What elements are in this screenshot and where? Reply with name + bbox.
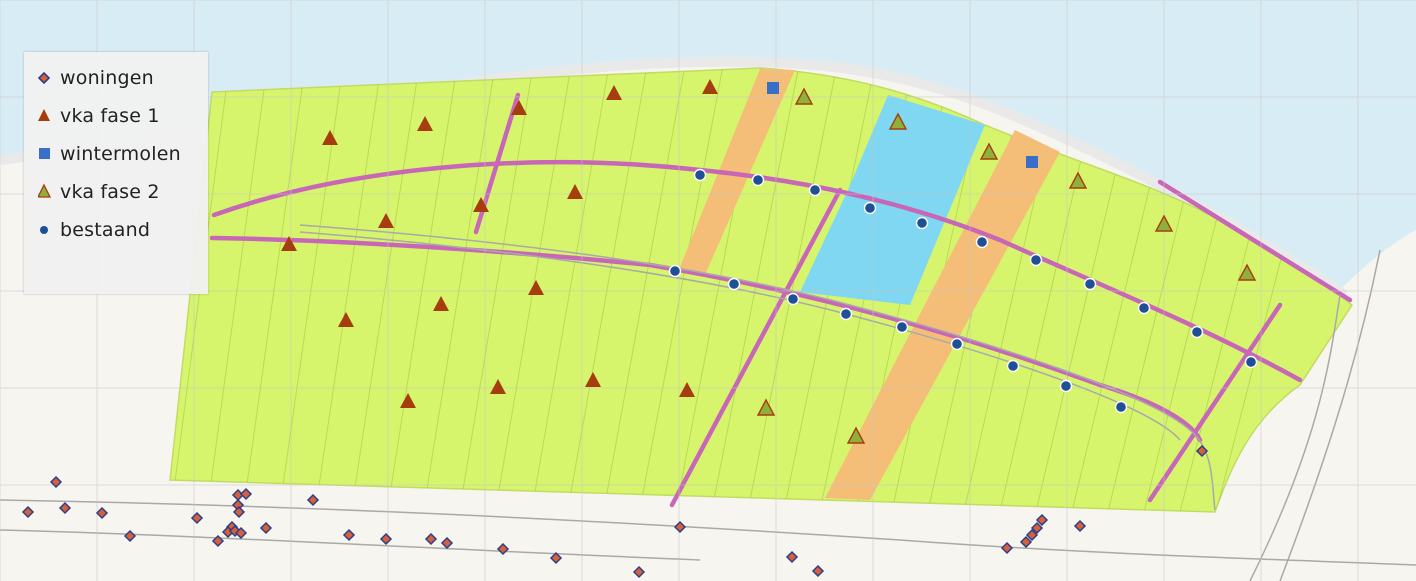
woning-marker[interactable] xyxy=(673,520,687,534)
bestaand-marker[interactable] xyxy=(1190,325,1204,339)
woning-marker[interactable] xyxy=(424,532,438,546)
vka-fase-2-marker[interactable] xyxy=(1154,214,1174,232)
bestaand-marker[interactable] xyxy=(863,201,877,215)
blue-zone xyxy=(800,95,985,305)
woning-marker[interactable] xyxy=(21,505,35,519)
bestaand-marker[interactable] xyxy=(895,320,909,334)
vka-fase-1-marker[interactable] xyxy=(702,79,718,94)
legend-label: woningen xyxy=(60,67,154,89)
bestaand-marker[interactable] xyxy=(1083,277,1097,291)
vka-fase-1-marker[interactable] xyxy=(281,236,297,251)
woning-marker[interactable] xyxy=(95,506,109,520)
wintermolen-marker[interactable] xyxy=(767,82,779,94)
vka-fase-1-marker[interactable] xyxy=(400,393,416,408)
wintermolen-marker[interactable] xyxy=(1026,156,1038,168)
vka-fase-1-marker[interactable] xyxy=(473,197,489,212)
woning-marker[interactable] xyxy=(785,550,799,564)
bestaand-marker[interactable] xyxy=(950,337,964,351)
vka-fase-1-marker[interactable] xyxy=(490,379,506,394)
vka-fase-1-marker[interactable] xyxy=(585,372,601,387)
vka-fase-2-marker[interactable] xyxy=(794,87,814,105)
bestaand-marker[interactable] xyxy=(1114,400,1128,414)
woning-marker[interactable] xyxy=(549,551,563,565)
woning-marker[interactable] xyxy=(1035,513,1049,527)
bestaand-marker[interactable] xyxy=(693,168,707,182)
bestaand-marker[interactable] xyxy=(751,173,765,187)
woning-marker[interactable] xyxy=(239,487,253,501)
triangle-icon xyxy=(38,109,50,121)
vka-fase-1-marker[interactable] xyxy=(528,280,544,295)
legend-item-vka-fase-2: vka fase 2 xyxy=(38,168,208,216)
vka-fase-1-marker[interactable] xyxy=(606,85,622,100)
legend-item-bestaand: bestaand xyxy=(38,206,208,254)
woning-marker[interactable] xyxy=(1019,535,1033,549)
vka-fase-1-marker[interactable] xyxy=(378,213,394,228)
vka-fase-2-marker[interactable] xyxy=(1237,263,1257,281)
woning-marker[interactable] xyxy=(190,511,204,525)
triangle-icon xyxy=(38,183,52,198)
bestaand-marker[interactable] xyxy=(1137,301,1151,315)
vka-fase-1-marker[interactable] xyxy=(417,116,433,131)
bestaand-marker[interactable] xyxy=(975,235,989,249)
woning-marker[interactable] xyxy=(58,501,72,515)
woning-marker[interactable] xyxy=(342,528,356,542)
vka-fase-1-marker[interactable] xyxy=(322,130,338,145)
woning-marker[interactable] xyxy=(1025,528,1039,542)
bestaand-marker[interactable] xyxy=(668,264,682,278)
woning-marker[interactable] xyxy=(211,534,225,548)
vka-fase-2-marker[interactable] xyxy=(979,142,999,160)
woning-marker[interactable] xyxy=(306,493,320,507)
vka-fase-2-marker[interactable] xyxy=(1068,171,1088,189)
square-icon xyxy=(39,148,50,159)
bestaand-marker[interactable] xyxy=(808,183,822,197)
vka-fase-1-marker[interactable] xyxy=(511,100,527,115)
woning-marker[interactable] xyxy=(232,505,246,519)
woning-marker[interactable] xyxy=(123,529,137,543)
vka-fase-1-marker[interactable] xyxy=(567,184,583,199)
bestaand-marker[interactable] xyxy=(1244,355,1258,369)
woning-marker[interactable] xyxy=(234,526,248,540)
legend-item-vka-fase-1: vka fase 1 xyxy=(38,92,208,140)
woning-marker[interactable] xyxy=(379,532,393,546)
vka-fase-2-marker[interactable] xyxy=(888,112,908,130)
legend-item-woningen: woningen xyxy=(38,54,208,102)
secondary-roads xyxy=(0,224,1416,581)
bestaand-marker[interactable] xyxy=(839,307,853,321)
legend-label: vka fase 2 xyxy=(60,181,160,203)
bestaand-marker[interactable] xyxy=(727,277,741,291)
circle-icon xyxy=(40,226,48,234)
water-area xyxy=(0,0,1416,290)
bestaand-marker[interactable] xyxy=(1029,253,1043,267)
map-legend: woningen vka fase 1 wintermolen vka fase… xyxy=(24,52,208,294)
legend-label: wintermolen xyxy=(60,143,181,165)
legend-label: vka fase 1 xyxy=(60,105,160,127)
woning-marker[interactable] xyxy=(259,521,273,535)
map-markers[interactable] xyxy=(21,79,1258,579)
vka-fase-1-marker[interactable] xyxy=(338,312,354,327)
bestaand-marker[interactable] xyxy=(1006,359,1020,373)
vka-fase-1-marker[interactable] xyxy=(679,382,695,397)
woning-marker[interactable] xyxy=(49,475,63,489)
legend-label: bestaand xyxy=(60,219,151,241)
diamond-icon xyxy=(38,71,51,85)
woning-marker[interactable] xyxy=(1030,521,1044,535)
woning-marker[interactable] xyxy=(1073,519,1087,533)
woning-marker[interactable] xyxy=(1000,541,1014,555)
woning-marker[interactable] xyxy=(1195,444,1209,458)
bestaand-marker[interactable] xyxy=(915,216,929,230)
woning-marker[interactable] xyxy=(496,542,510,556)
vka-fase-1-marker[interactable] xyxy=(433,296,449,311)
woning-marker[interactable] xyxy=(440,536,454,550)
orange-zone-2 xyxy=(825,130,1060,500)
woning-marker[interactable] xyxy=(632,565,646,579)
legend-item-wintermolen: wintermolen xyxy=(38,130,208,178)
woning-marker[interactable] xyxy=(811,564,825,578)
vka-fase-2-marker[interactable] xyxy=(756,398,776,416)
vka-fase-2-marker[interactable] xyxy=(846,426,866,444)
bestaand-marker[interactable] xyxy=(1059,379,1073,393)
bestaand-marker[interactable] xyxy=(786,292,800,306)
